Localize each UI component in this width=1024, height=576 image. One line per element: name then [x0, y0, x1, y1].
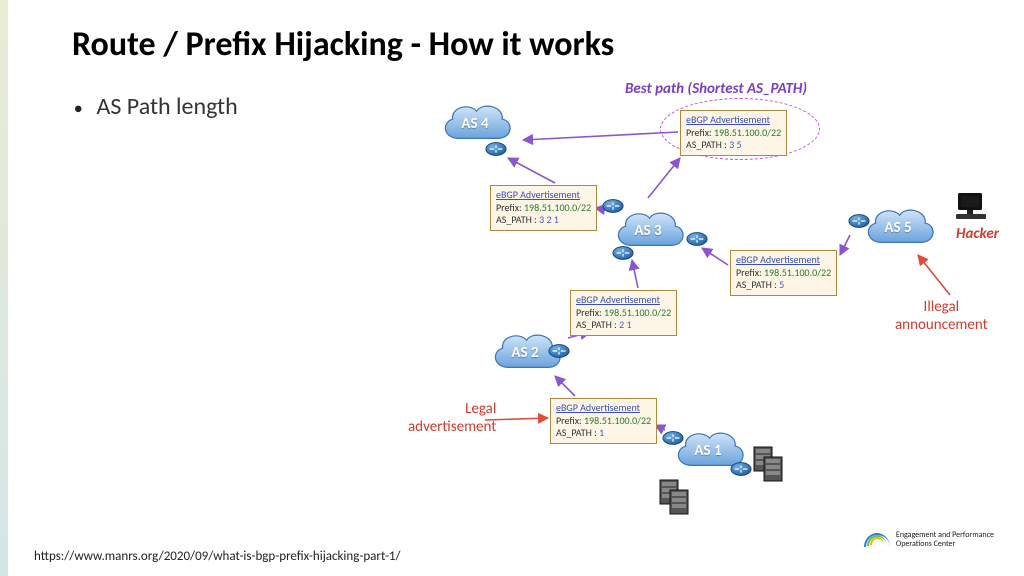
network-diagram: Best path (Shortest AS_PATH) [390, 80, 1010, 520]
aspath-value: 3 5 [729, 138, 741, 151]
logo-arc-icon [864, 530, 890, 550]
aspath-value: 5 [779, 278, 784, 291]
aspath-label: AS_PATH : [496, 213, 537, 226]
as-node-2-label: AS 2 [511, 344, 538, 362]
prefix-label: Prefix: [556, 414, 582, 427]
prefix-label: Prefix: [686, 126, 712, 139]
server-icon [668, 488, 690, 516]
prefix-label: Prefix: [736, 266, 762, 279]
hacker-computer-icon [954, 190, 988, 229]
aspath-value: 3 2 1 [539, 213, 559, 226]
server-icon [762, 455, 784, 483]
aspath-label: AS_PATH : [556, 426, 597, 439]
router-icon [848, 210, 870, 232]
prefix-value: 198.51.100.0/22 [584, 414, 651, 427]
ebgp-advert-35: eBGP Advertisement Prefix: 198.51.100.0/… [680, 110, 787, 156]
router-icon [485, 138, 507, 160]
as-node-1-label: AS 1 [694, 442, 721, 460]
as-node-3-label: AS 3 [634, 222, 661, 240]
aspath-label: AS_PATH : [736, 278, 777, 291]
aspath-label: AS_PATH : [686, 138, 727, 151]
prefix-value: 198.51.100.0/22 [714, 126, 781, 139]
router-icon [548, 340, 570, 362]
prefix-label: Prefix: [576, 306, 602, 319]
bullet-as-path-length: AS Path length [74, 92, 238, 121]
ebgp-advert-21: eBGP Advertisement Prefix: 198.51.100.0/… [570, 290, 677, 336]
router-icon [730, 458, 752, 480]
best-path-label: Best path (Shortest AS_PATH) [625, 80, 807, 98]
aspath-label: AS_PATH : [576, 318, 617, 331]
source-url: https://www.manrs.org/2020/09/what-is-bg… [34, 549, 400, 564]
as-node-4-label: AS 4 [461, 115, 488, 133]
as-node-5: AS 5 [858, 202, 938, 254]
slide-title: Route / Prefix Hijacking - How it works [72, 24, 614, 65]
router-icon [686, 228, 708, 250]
router-icon [662, 427, 684, 449]
prefix-value: 198.51.100.0/22 [764, 266, 831, 279]
router-icon [602, 195, 624, 217]
prefix-value: 198.51.100.0/22 [524, 201, 591, 214]
legal-advert-label: Legaladvertisement [408, 400, 496, 436]
aspath-value: 1 [599, 426, 604, 439]
footer-logo: Engagement and PerformanceOperations Cen… [864, 530, 994, 550]
aspath-value: 2 1 [619, 318, 631, 331]
illegal-announcement-label: Illegalannouncement [895, 298, 988, 334]
left-accent-strip [0, 0, 8, 576]
ebgp-advert-5: eBGP Advertisement Prefix: 198.51.100.0/… [730, 250, 837, 296]
prefix-value: 198.51.100.0/22 [604, 306, 671, 319]
slide: Route / Prefix Hijacking - How it works … [0, 0, 1024, 576]
router-icon [612, 242, 634, 264]
prefix-label: Prefix: [496, 201, 522, 214]
ebgp-advert-1: eBGP Advertisement Prefix: 198.51.100.0/… [550, 398, 657, 444]
as-node-5-label: AS 5 [884, 219, 911, 237]
footer-org-name: Engagement and PerformanceOperations Cen… [896, 531, 994, 549]
ebgp-advert-321: eBGP Advertisement Prefix: 198.51.100.0/… [490, 185, 597, 231]
